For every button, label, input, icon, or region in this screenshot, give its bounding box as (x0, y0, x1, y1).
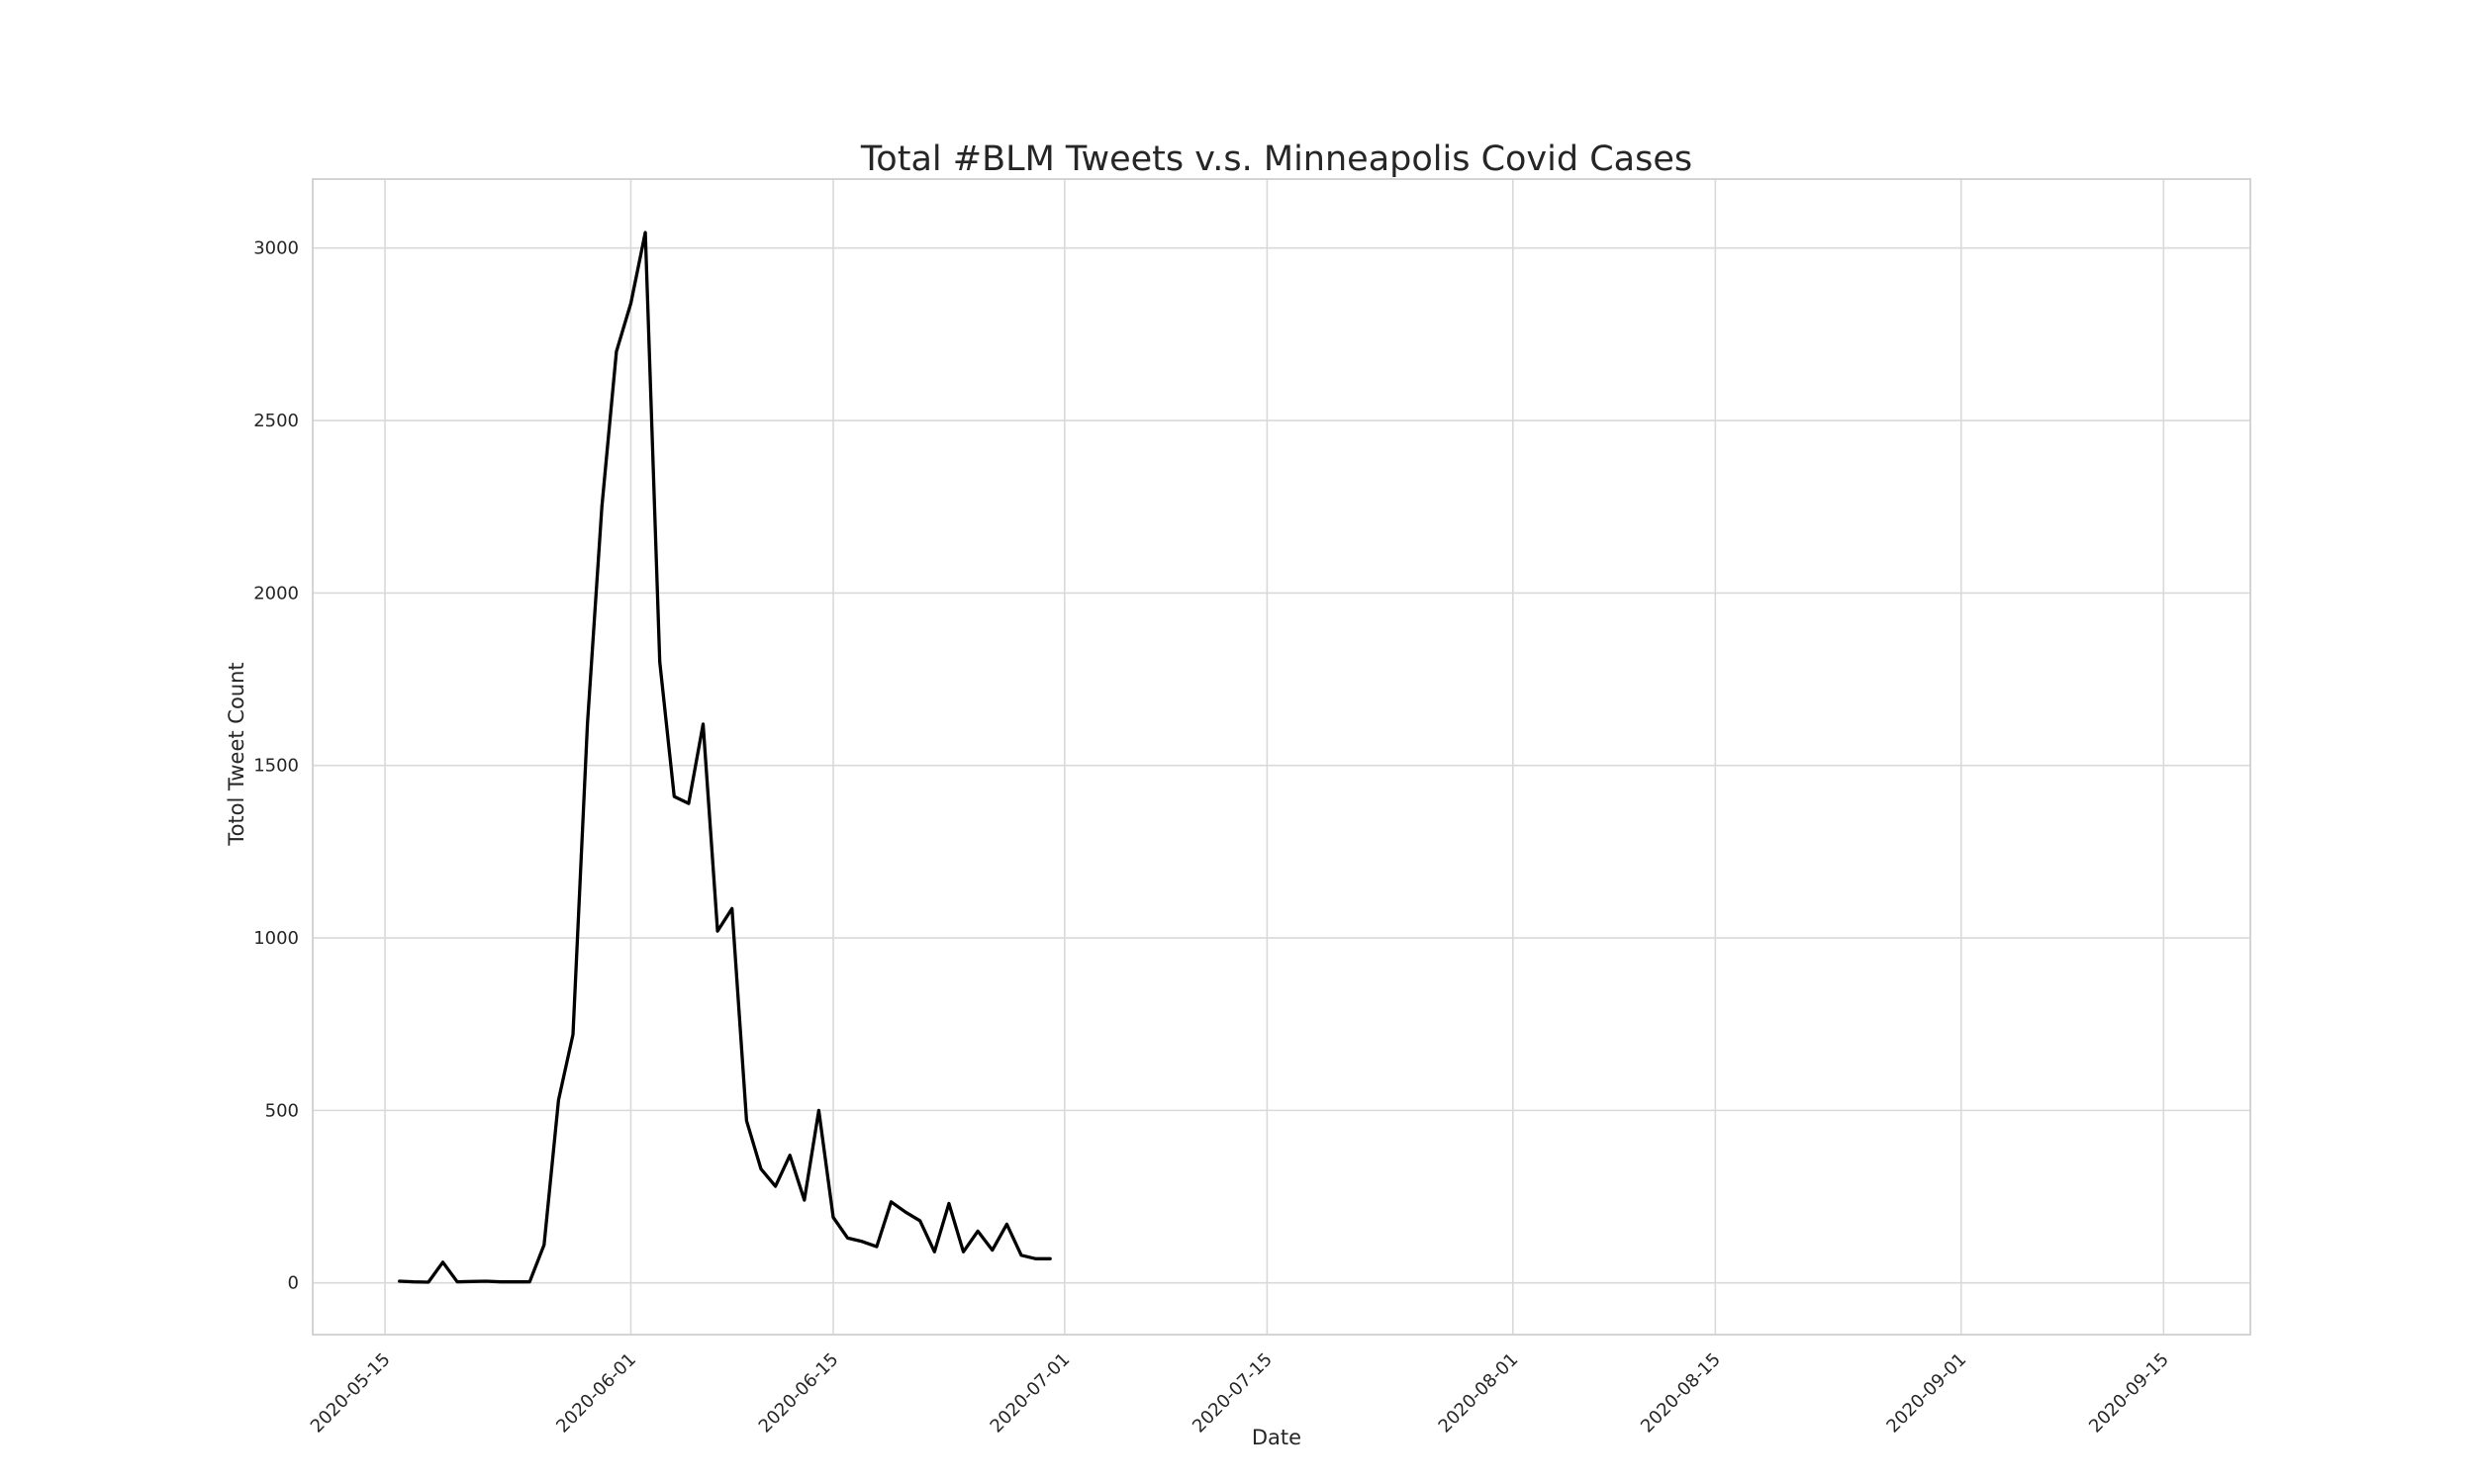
x-tick-label: 2020-09-01 (1882, 1349, 1970, 1438)
y-tick-label: 2000 (253, 583, 299, 603)
chart-title: Total #BLM Tweets v.s. Minneapolis Covid… (860, 139, 1692, 179)
y-tick-label: 500 (265, 1100, 299, 1121)
x-gridlines (384, 179, 2165, 1335)
y-tick-label: 1500 (253, 756, 299, 777)
y-tick-labels: 0 500 1000 1500 2000 2500 3000 (253, 238, 299, 1294)
x-tick-label: 2020-07-01 (987, 1349, 1075, 1438)
series-line (398, 231, 1052, 1284)
y-tick-label: 2500 (253, 411, 299, 431)
y-axis-label: Totol Tweet Count (225, 662, 248, 846)
y-tick-label: 3000 (253, 238, 299, 259)
x-tick-label: 2020-05-15 (307, 1349, 395, 1438)
x-tick-label: 2020-09-15 (2085, 1349, 2173, 1438)
plot-area-frame (312, 178, 2251, 1336)
x-tick-label: 2020-07-15 (1189, 1349, 1277, 1438)
x-axis-label: Date (1252, 1426, 1301, 1449)
y-tick-label: 1000 (253, 928, 299, 949)
series-layer (398, 231, 1052, 1284)
y-tick-label: 0 (288, 1273, 299, 1294)
x-tick-label: 2020-08-01 (1435, 1349, 1523, 1438)
x-tick-labels: 2020-05-15 2020-06-01 2020-06-15 2020-07-01… (307, 1349, 2173, 1438)
x-tick-label: 2020-06-01 (552, 1349, 640, 1438)
x-tick-label: 2020-06-15 (755, 1349, 843, 1438)
x-tick-label: 2020-08-15 (1637, 1349, 1725, 1438)
y-gridlines (313, 246, 2250, 1284)
